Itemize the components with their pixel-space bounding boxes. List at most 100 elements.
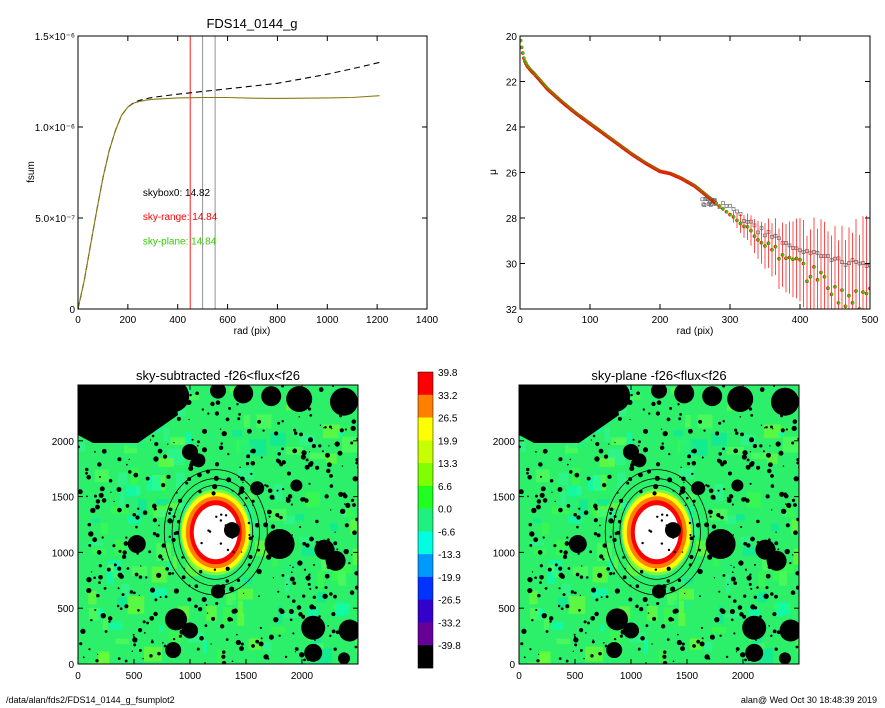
map-sky-plane-noise-117 xyxy=(560,490,566,509)
map-sky-plane-mask-dot-386 xyxy=(688,521,692,525)
map-sky-subtracted-noise-80 xyxy=(285,404,292,411)
map-sky-subtracted-noise-25 xyxy=(226,593,237,605)
map-sky-plane-noise-152 xyxy=(562,583,571,597)
map-sky-subtracted-star-mask-4 xyxy=(233,385,254,404)
colorbar-label-3: 19.9 xyxy=(438,436,458,447)
map-sky-plane-mask-dot-354 xyxy=(527,587,533,594)
map-sky-subtracted-mask-dot-218 xyxy=(236,633,238,636)
map-sky-subtracted-star-mask-11 xyxy=(250,481,265,496)
map-sky-plane-mask-dot-228 xyxy=(722,488,726,491)
map-sky-plane-y-axis: 0 500 1000 1500 2000 xyxy=(493,437,799,671)
map-sky-plane-mask-dot-483 xyxy=(692,644,696,648)
map-sky-subtracted-noise-41 xyxy=(301,546,316,556)
map-sky-plane-mask-dot-161 xyxy=(599,554,604,559)
map-sky-subtracted-mask-dot-110 xyxy=(167,518,173,524)
map-sky-plane-noise-68 xyxy=(792,506,799,513)
map-sky-plane-mask-dot-160 xyxy=(575,572,580,577)
map-sky-plane-noise-64 xyxy=(773,569,780,582)
map-sky-subtracted-noise-78 xyxy=(185,432,192,450)
growth-x-tick-label-6: 1200 xyxy=(366,315,389,326)
map-sky-subtracted-mask-dot-238 xyxy=(281,460,286,465)
map-sky-subtracted-noise-123 xyxy=(355,636,358,653)
map-sky-plane-noise-116 xyxy=(735,514,746,521)
map-sky-subtracted-mask-dot-401 xyxy=(219,624,225,629)
map-sky-subtracted-mask-dot-248 xyxy=(117,566,122,571)
map-sky-subtracted-mask-dot-209 xyxy=(97,462,102,467)
map-sky-plane-mask-dot-321 xyxy=(707,509,713,515)
map-sky-plane-mask-dot-23 xyxy=(639,570,644,574)
map-sky-plane-mask-dot-128 xyxy=(707,554,713,560)
map-sky-plane-mask-dot-424 xyxy=(559,549,563,553)
map-sky-subtracted-mask-dot-161 xyxy=(158,554,163,559)
map-sky-subtracted-mask-dot-56 xyxy=(254,522,260,528)
map-sky-plane-mask-dot-267 xyxy=(630,393,633,397)
map-sky-plane-mask-dot-460 xyxy=(646,604,649,606)
map-sky-plane-mask-dot-418 xyxy=(769,425,773,429)
map-sky-subtracted-mask-dot-475 xyxy=(138,594,141,597)
profile-point-plane-206 xyxy=(785,256,788,260)
map-sky-subtracted-mask-dot-236 xyxy=(219,428,222,430)
map-sky-plane-mask-dot-368 xyxy=(795,645,799,649)
map-sky-plane-mask-dot-198 xyxy=(733,581,738,586)
map-sky-plane-noise-52 xyxy=(751,637,763,649)
map-sky-plane-mask-dot-100 xyxy=(579,649,583,652)
map-sky-subtracted-mask-dot-294 xyxy=(97,653,99,655)
map-sky-plane-mask-dot-91 xyxy=(622,575,627,580)
map-sky-subtracted-mask-dot-459 xyxy=(125,504,130,508)
map-sky-subtracted-mask-dot-502 xyxy=(113,500,115,503)
map-sky-plane-mask-dot-447 xyxy=(744,658,747,662)
map-sky-plane-star-mask-11 xyxy=(691,481,706,496)
map-sky-subtracted-noise-119 xyxy=(156,509,175,517)
map-sky-plane-mask-dot-205 xyxy=(750,604,756,610)
map-sky-subtracted-mask-dot-29 xyxy=(352,530,357,536)
map-sky-subtracted-noise-165 xyxy=(316,643,324,650)
map-sky-plane-mask-dot-249 xyxy=(796,517,799,522)
map-sky-subtracted-mask-dot-43 xyxy=(350,425,356,432)
map-sky-plane-mask-dot-491 xyxy=(689,554,694,560)
map-sky-subtracted-y-tick-label-3: 1500 xyxy=(52,493,75,504)
map-sky-subtracted-mask-dot-382 xyxy=(312,563,316,566)
map-sky-subtracted-mask-dot-13 xyxy=(86,577,92,583)
map-sky-subtracted-mask-dot-66 xyxy=(135,515,140,520)
map-sky-plane-mask-dot-60 xyxy=(533,537,539,543)
map-sky-plane-mask-dot-7 xyxy=(790,590,796,595)
colorbar-label-5: 6.6 xyxy=(438,482,452,493)
map-sky-plane-panel: sky-plane -f26<flux<f26 0 500 1000 1500 2000… xyxy=(493,368,800,682)
map-sky-plane-noise-56 xyxy=(718,606,724,624)
map-sky-subtracted-mask-dot-387 xyxy=(157,448,163,454)
map-sky-subtracted-mask-dot-138 xyxy=(327,462,332,468)
map-sky-subtracted-noise-46 xyxy=(299,536,313,544)
map-sky-plane-core-dot-10 xyxy=(667,548,671,552)
map-sky-subtracted-mask-dot-178 xyxy=(197,606,203,612)
map-sky-subtracted-core-dot-7 xyxy=(219,519,223,522)
map-sky-subtracted-mask-dot-317 xyxy=(301,614,306,619)
sky-box-point-175 xyxy=(702,203,707,207)
map-sky-subtracted-mask-dot-432 xyxy=(323,427,325,429)
map-sky-subtracted-mask-dot-275 xyxy=(155,533,160,538)
map-sky-subtracted-y-tick-label-1: 500 xyxy=(57,604,74,615)
map-sky-plane-bright-star-mask xyxy=(519,385,619,443)
map-sky-subtracted-mask-dot-21 xyxy=(101,448,107,454)
map-sky-plane-noise-71 xyxy=(758,570,765,588)
map-sky-plane-core-dot-2 xyxy=(656,515,659,518)
map-sky-subtracted-star-mask-16 xyxy=(325,550,346,571)
map-sky-subtracted-y-axis: 0 500 1000 1500 2000 xyxy=(52,437,358,671)
colorbar-label-7: -6.6 xyxy=(438,527,456,538)
map-sky-plane-image xyxy=(519,385,799,664)
map-sky-subtracted-mask-dot-341 xyxy=(244,496,248,500)
colorbar-label-4: 13.3 xyxy=(438,459,458,470)
profile-point-plane-207 xyxy=(788,256,792,259)
map-sky-plane-mask-dot-113 xyxy=(701,637,704,640)
map-sky-subtracted-star-mask-6 xyxy=(286,385,313,412)
map-sky-plane-mask-dot-427 xyxy=(763,593,769,599)
map-sky-subtracted-mask-dot-462 xyxy=(277,452,281,456)
map-sky-subtracted-noise-75 xyxy=(162,658,170,664)
map-sky-plane-mask-dot-506 xyxy=(603,454,609,459)
map-sky-plane-mask-dot-376 xyxy=(708,488,714,494)
map-sky-subtracted-noise-52 xyxy=(310,637,322,649)
map-sky-subtracted-mask-dot-117 xyxy=(281,385,285,388)
map-sky-subtracted-mask-dot-350 xyxy=(225,579,230,583)
map-sky-subtracted-mask-dot-33 xyxy=(335,630,340,635)
map-sky-plane-mask-dot-435 xyxy=(609,535,612,538)
map-sky-subtracted-mask-dot-490 xyxy=(334,531,336,533)
